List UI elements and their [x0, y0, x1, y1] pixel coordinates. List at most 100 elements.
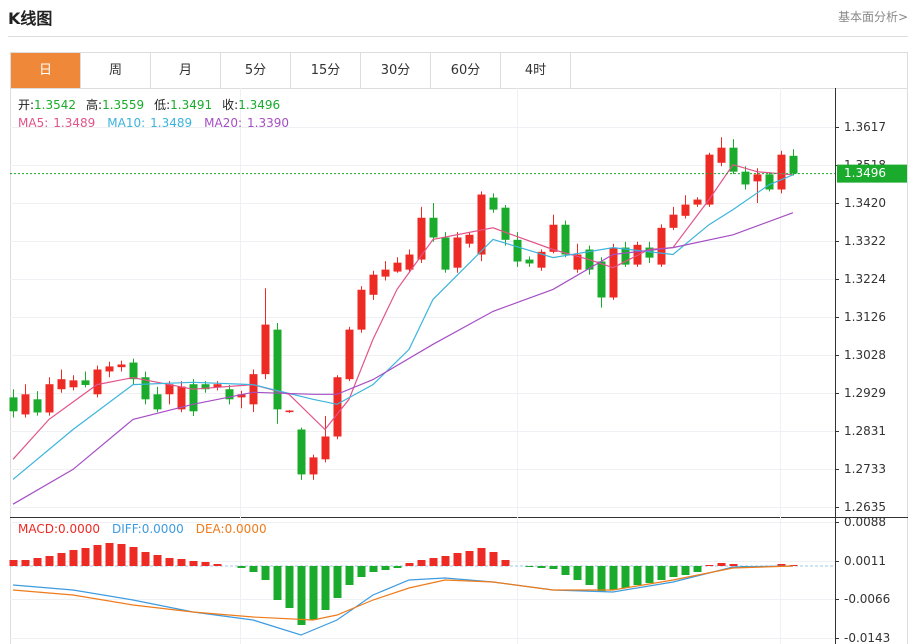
period-tab[interactable]: 60分 — [431, 53, 501, 88]
candle-body — [9, 397, 18, 412]
y-tick-label: 0.0088 — [844, 515, 886, 529]
legend-label: MA5: — [18, 116, 48, 130]
candle-body — [69, 380, 78, 388]
candle-body — [777, 154, 786, 190]
legend-label: 低: — [154, 98, 170, 112]
candle-body — [153, 394, 162, 410]
candle-body — [93, 369, 102, 395]
candle-body — [369, 274, 378, 295]
candle-body — [501, 207, 510, 240]
y-tick-label: -0.0066 — [844, 592, 890, 606]
candle-body — [729, 147, 738, 172]
macd-bar — [729, 564, 738, 566]
candle-body — [285, 410, 294, 413]
candle-body — [333, 377, 342, 437]
macd-legend: MACD:0.0000 DIFF:0.0000 DEA:0.0000 — [18, 522, 267, 536]
candle-body — [81, 380, 90, 385]
macd-bar — [381, 566, 390, 570]
candle-body — [453, 237, 462, 268]
candle-body — [621, 247, 630, 265]
indicator-line — [12, 164, 794, 460]
candle-body — [21, 394, 30, 415]
macd-bar — [237, 566, 246, 568]
macd-bar — [657, 566, 666, 580]
y-tick-label: 1.2733 — [844, 462, 886, 476]
legend-value: 1.3496 — [238, 98, 280, 112]
macd-bar — [489, 552, 498, 566]
legend-label: DIFF: — [112, 522, 142, 536]
candle-body — [261, 324, 270, 375]
macd-bar — [501, 560, 510, 566]
candle-body — [249, 374, 258, 405]
candle-body — [741, 171, 750, 185]
candle-body — [513, 239, 522, 262]
current-price-label: 1.3496 — [844, 166, 886, 180]
candle-body — [525, 259, 534, 264]
macd-bar — [297, 566, 306, 625]
macd-bar — [477, 548, 486, 566]
macd-bar — [537, 566, 546, 568]
macd-bar — [309, 566, 318, 620]
macd-bar — [525, 566, 534, 567]
legend-label: 开: — [18, 98, 34, 112]
y-tick-label: 1.2635 — [844, 500, 886, 514]
candle-body — [597, 261, 606, 298]
macd-bar — [717, 563, 726, 566]
candle-body — [417, 217, 426, 260]
legend-value: 1.3489 — [53, 116, 95, 130]
candle-body — [189, 384, 198, 412]
candle-body — [549, 224, 558, 252]
macd-bar — [369, 566, 378, 572]
legend-value: 1.3390 — [247, 116, 289, 130]
period-tab[interactable]: 15分 — [291, 53, 361, 88]
macd-bar — [561, 566, 570, 575]
candle-body — [381, 269, 390, 277]
candle-body — [537, 251, 546, 268]
candle-body — [645, 247, 654, 258]
candle-body — [177, 386, 186, 410]
candle-body — [213, 384, 222, 388]
candle-body — [465, 234, 474, 244]
candle-body — [273, 329, 282, 410]
y-tick-label: 1.2831 — [844, 424, 886, 438]
candle-body — [165, 384, 174, 395]
candle-body — [693, 199, 702, 205]
macd-bar — [465, 551, 474, 566]
candle-body — [309, 457, 318, 475]
period-tab[interactable]: 月 — [151, 53, 221, 88]
macd-bar — [261, 566, 270, 580]
macd-bar — [705, 565, 714, 566]
macd-bar — [573, 566, 582, 580]
macd-bar — [681, 566, 690, 575]
macd-bar — [441, 556, 450, 566]
y-tick-label: 1.3322 — [844, 234, 886, 248]
period-tab[interactable]: 5分 — [221, 53, 291, 88]
indicator-line — [12, 212, 794, 505]
candle-body — [405, 254, 414, 270]
chart-frame — [10, 88, 908, 644]
period-tab[interactable]: 4时 — [501, 53, 571, 88]
period-tabs: 日周月 5分 15分 30分 60分 4时 — [10, 52, 908, 88]
macd-bar — [789, 565, 798, 566]
current-price-box — [837, 164, 907, 183]
candle-body — [765, 174, 774, 190]
period-tab[interactable]: 周 — [81, 53, 151, 88]
legend-value: 0.0000 — [142, 522, 184, 536]
fundamentals-link[interactable]: 基本面分析> — [837, 10, 908, 24]
period-tab[interactable]: 30分 — [361, 53, 431, 88]
macd-bar — [621, 566, 630, 588]
candle-body — [105, 366, 114, 372]
macd-bar — [57, 553, 66, 566]
macd-bar — [69, 550, 78, 566]
period-tab[interactable]: 日 — [11, 53, 81, 88]
macd-bar — [669, 566, 678, 577]
candle-body — [489, 197, 498, 210]
macd-bar — [285, 566, 294, 608]
candle-body — [237, 394, 246, 398]
macd-bar — [21, 560, 30, 566]
macd-bar — [357, 566, 366, 577]
legend-value: 1.3491 — [170, 98, 212, 112]
legend-value: 1.3489 — [150, 116, 192, 130]
